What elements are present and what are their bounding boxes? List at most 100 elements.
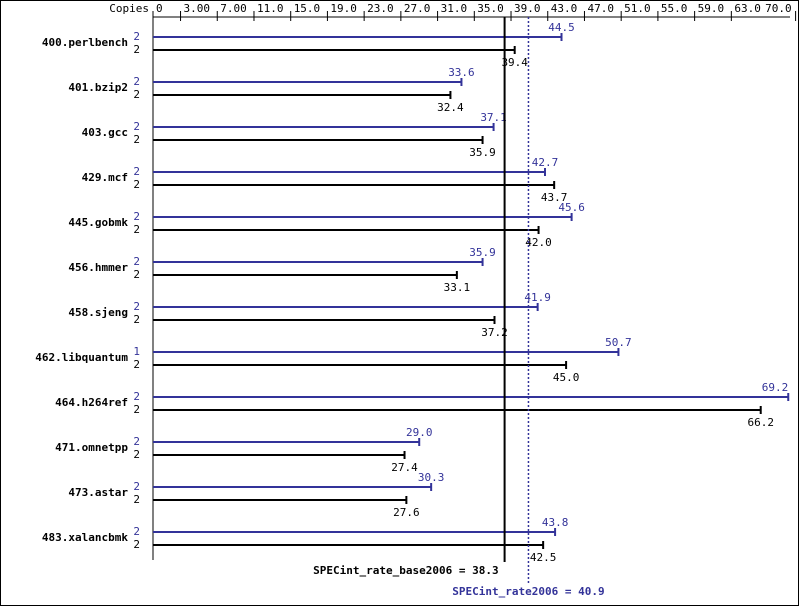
bar xyxy=(153,49,515,51)
value-label: 43.7 xyxy=(541,191,568,204)
bar xyxy=(153,126,494,128)
bar xyxy=(153,441,420,443)
x-tick-label: 47.0 xyxy=(587,2,614,15)
x-tick-label: 39.0 xyxy=(514,2,541,15)
bar xyxy=(153,171,545,173)
bar xyxy=(153,486,432,488)
copies-label: 2 xyxy=(133,210,140,223)
copies-header: Copies xyxy=(109,2,149,15)
copies-label: 2 xyxy=(133,480,140,493)
bar xyxy=(153,36,562,38)
bar xyxy=(153,319,495,321)
reference-name: SPECint_rate2006 = xyxy=(452,585,572,598)
value-label: 37.2 xyxy=(481,326,508,339)
copies-label: 2 xyxy=(133,448,140,461)
copies-label: 2 xyxy=(133,313,140,326)
value-label: 35.9 xyxy=(469,146,496,159)
category-label: 473.astar xyxy=(68,486,128,499)
bar xyxy=(153,229,539,231)
category-label: 401.bzip2 xyxy=(68,81,128,94)
bar xyxy=(153,499,407,501)
copies-label: 2 xyxy=(133,435,140,448)
category-label: 458.sjeng xyxy=(68,306,128,319)
value-label: 32.4 xyxy=(437,101,464,114)
value-label: 33.1 xyxy=(444,281,471,294)
value-label: 37.1 xyxy=(480,111,507,124)
bar xyxy=(153,364,567,366)
reference-value: 40.9 xyxy=(578,585,605,598)
value-label: 35.9 xyxy=(469,246,496,259)
copies-label: 2 xyxy=(133,358,140,371)
value-label: 45.6 xyxy=(558,201,585,214)
bar xyxy=(153,216,572,218)
x-tick-label: 27.0 xyxy=(404,2,431,15)
copies-label: 2 xyxy=(133,120,140,133)
copies-label: 2 xyxy=(133,300,140,313)
bar xyxy=(153,274,457,276)
value-label: 44.5 xyxy=(548,21,575,34)
value-label: 29.0 xyxy=(406,426,433,439)
bar xyxy=(153,184,555,186)
value-label: 42.0 xyxy=(525,236,552,249)
category-label: 462.libquantum xyxy=(35,351,128,364)
value-label: 41.9 xyxy=(524,291,551,304)
category-label: 456.hmmer xyxy=(68,261,128,274)
bar xyxy=(153,454,405,456)
x-tick-label: 0 xyxy=(156,2,163,15)
copies-label: 2 xyxy=(133,30,140,43)
category-label: 445.gobmk xyxy=(68,216,128,229)
x-tick-label: 55.0 xyxy=(661,2,688,15)
value-label: 42.7 xyxy=(532,156,559,169)
copies-label: 2 xyxy=(133,493,140,506)
reference-label: SPECint_rate_base2006 = 38.3 xyxy=(313,564,498,577)
copies-label: 2 xyxy=(133,88,140,101)
value-label: 33.6 xyxy=(448,66,475,79)
copies-label: 2 xyxy=(133,165,140,178)
category-label: 400.perlbench xyxy=(42,36,128,49)
copies-label: 2 xyxy=(133,223,140,236)
x-tick-label: 31.0 xyxy=(441,2,468,15)
x-tick-label: 51.0 xyxy=(624,2,651,15)
bar xyxy=(153,351,619,353)
bar xyxy=(153,139,483,141)
bar xyxy=(153,531,556,533)
copies-label: 2 xyxy=(133,178,140,191)
category-label: 464.h264ref xyxy=(55,396,128,409)
copies-label: 2 xyxy=(133,43,140,56)
copies-label: 2 xyxy=(133,538,140,551)
x-tick-label: 59.0 xyxy=(698,2,725,15)
x-tick-label: 7.00 xyxy=(220,2,247,15)
value-label: 27.6 xyxy=(393,506,420,519)
value-label: 43.8 xyxy=(542,516,569,529)
category-label: 429.mcf xyxy=(82,171,128,184)
value-label: 27.4 xyxy=(391,461,418,474)
category-label: 471.omnetpp xyxy=(55,441,128,454)
value-label: 39.4 xyxy=(501,56,528,69)
value-label: 50.7 xyxy=(605,336,632,349)
bar xyxy=(153,409,761,411)
value-label: 42.5 xyxy=(530,551,557,564)
bar xyxy=(153,81,462,83)
copies-label: 2 xyxy=(133,255,140,268)
bar xyxy=(153,94,451,96)
x-tick-label: 15.0 xyxy=(294,2,321,15)
category-label: 483.xalancbmk xyxy=(42,531,128,544)
value-label: 66.2 xyxy=(747,416,774,429)
bar xyxy=(153,261,483,263)
value-label: 69.2 xyxy=(762,381,789,394)
x-tick-label: 23.0 xyxy=(367,2,394,15)
x-tick-label: 63.0 xyxy=(734,2,761,15)
copies-label: 2 xyxy=(133,390,140,403)
reference-label: SPECint_rate2006 = 40.9 xyxy=(452,585,604,598)
reference-name: SPECint_rate_base2006 = xyxy=(313,564,466,577)
x-tick-label: 70.0 xyxy=(765,2,792,15)
bar xyxy=(153,306,538,308)
copies-label: 2 xyxy=(133,268,140,281)
reference-value: 38.3 xyxy=(472,564,499,577)
x-tick-label: 35.0 xyxy=(477,2,504,15)
copies-label: 2 xyxy=(133,133,140,146)
x-tick-label: 3.00 xyxy=(184,2,211,15)
x-tick-label: 19.0 xyxy=(330,2,357,15)
